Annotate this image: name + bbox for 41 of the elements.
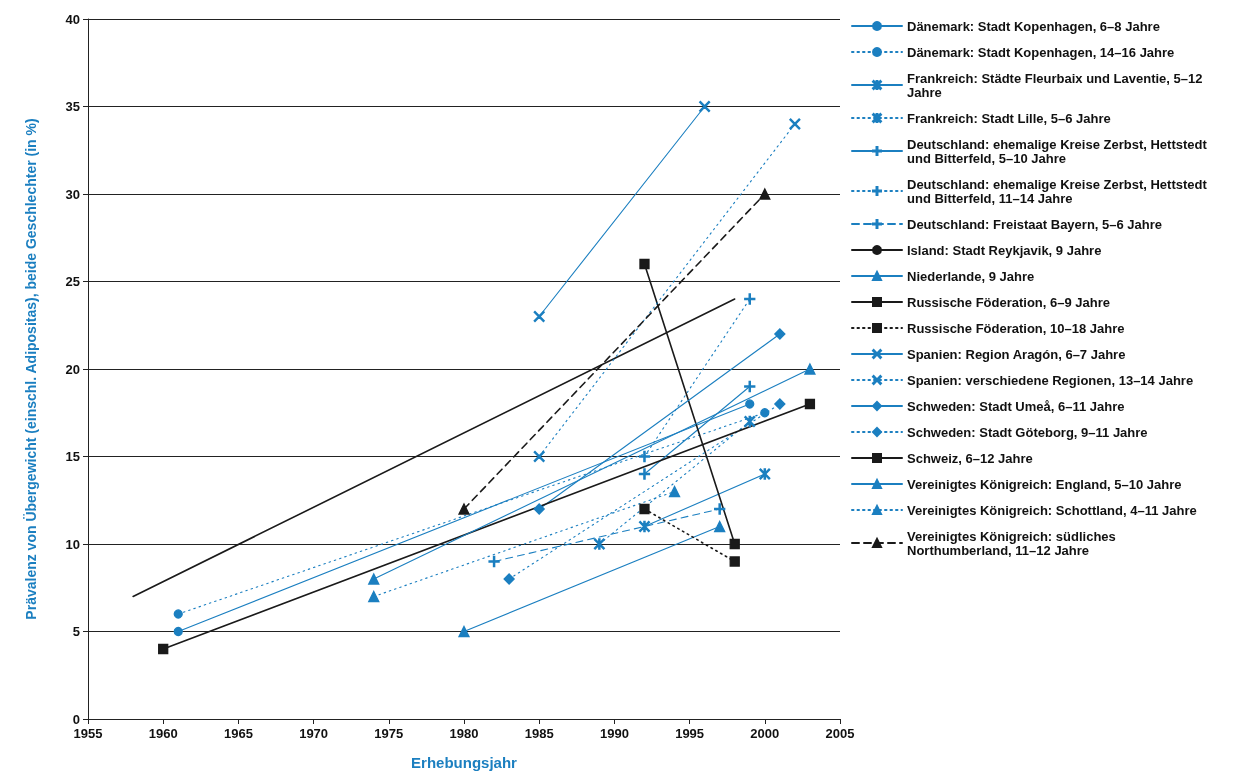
x-tick-label: 1980: [449, 726, 479, 741]
legend-label: Frankreich: Stadt Lille, 5–6 Jahre: [907, 110, 1111, 126]
y-tick-label: 35: [65, 99, 80, 114]
x-tick-label: 1995: [675, 726, 705, 741]
x-tick-label: 1990: [599, 726, 629, 741]
legend-label: Dänemark: Stadt Kopenhagen, 14–16 Jahre: [907, 44, 1175, 60]
y-axis-title: Prävalenz von Übergewicht (einschl. Adipositas), beide Geschlechter (in %): [23, 118, 39, 620]
legend-label: Schweiz, 6–12 Jahre: [907, 450, 1033, 466]
x-tick-label: 1960: [148, 726, 178, 741]
legend-label: Deutschland: Freistaat Bayern, 5–6 Jahre: [907, 216, 1163, 232]
y-tick-label: 15: [65, 449, 80, 464]
x-axis-title: Erhebungsjahr: [411, 754, 518, 771]
legend-label: Dänemark: Stadt Kopenhagen, 6–8 Jahre: [907, 18, 1160, 34]
x-tick-label: 1970: [299, 726, 329, 741]
y-tick-label: 20: [65, 361, 80, 377]
legend-label: Deutschland: ehemalige Kreise Zerbst, Hettstedt und Bitterfeld, 11–14 Jahre: [907, 176, 1211, 206]
y-tick-label: 0: [72, 711, 80, 727]
legend-label: Russische Föderation, 6–9 Jahre: [907, 294, 1111, 310]
y-tick-label: 10: [65, 536, 80, 552]
y-tick-label: 30: [65, 186, 80, 202]
legend-label: Spanien: verschiedene Regionen, 13–14 Jahre: [907, 372, 1194, 388]
x-tick-label: 2000: [750, 726, 780, 741]
legend-label: Vereinigtes Königreich: England, 5–10 Jahre: [907, 476, 1182, 492]
legend-label: Niederlande, 9 Jahre: [907, 268, 1035, 284]
legend-label: Island: Stadt Reykjavik, 9 Jahre: [907, 242, 1102, 258]
legend-label: Vereinigtes Königreich: südliches Northumberland, 11–12 Jahre: [907, 528, 1120, 558]
x-tick-label: 1955: [73, 726, 103, 741]
x-tick-label: 1965: [223, 726, 253, 741]
legend-label: Schweden: Stadt Umeå, 6–11 Jahre: [907, 398, 1125, 414]
legend-label: Frankreich: Städte Fleurbaix und Laventie, 5–12 Jahre: [907, 70, 1207, 100]
legend-label: Vereinigtes Königreich: Schottland, 4–11 Jahre: [907, 502, 1197, 518]
x-tick-label: 1975: [374, 726, 404, 741]
legend-label: Schweden: Stadt Göteborg, 9–11 Jahre: [907, 424, 1148, 440]
y-tick-label: 5: [72, 624, 80, 639]
x-tick-label: 2005: [825, 726, 855, 741]
y-tick-label: 40: [65, 11, 80, 27]
y-tick-label: 25: [65, 274, 80, 289]
legend-label: Deutschland: ehemalige Kreise Zerbst, Hettstedt und Bitterfeld, 5–10 Jahre: [907, 136, 1211, 166]
legend-label: Russische Föderation, 10–18 Jahre: [907, 320, 1125, 336]
legend-label: Spanien: Region Aragón, 6–7 Jahre: [907, 346, 1126, 362]
x-tick-label: 1985: [524, 726, 554, 741]
